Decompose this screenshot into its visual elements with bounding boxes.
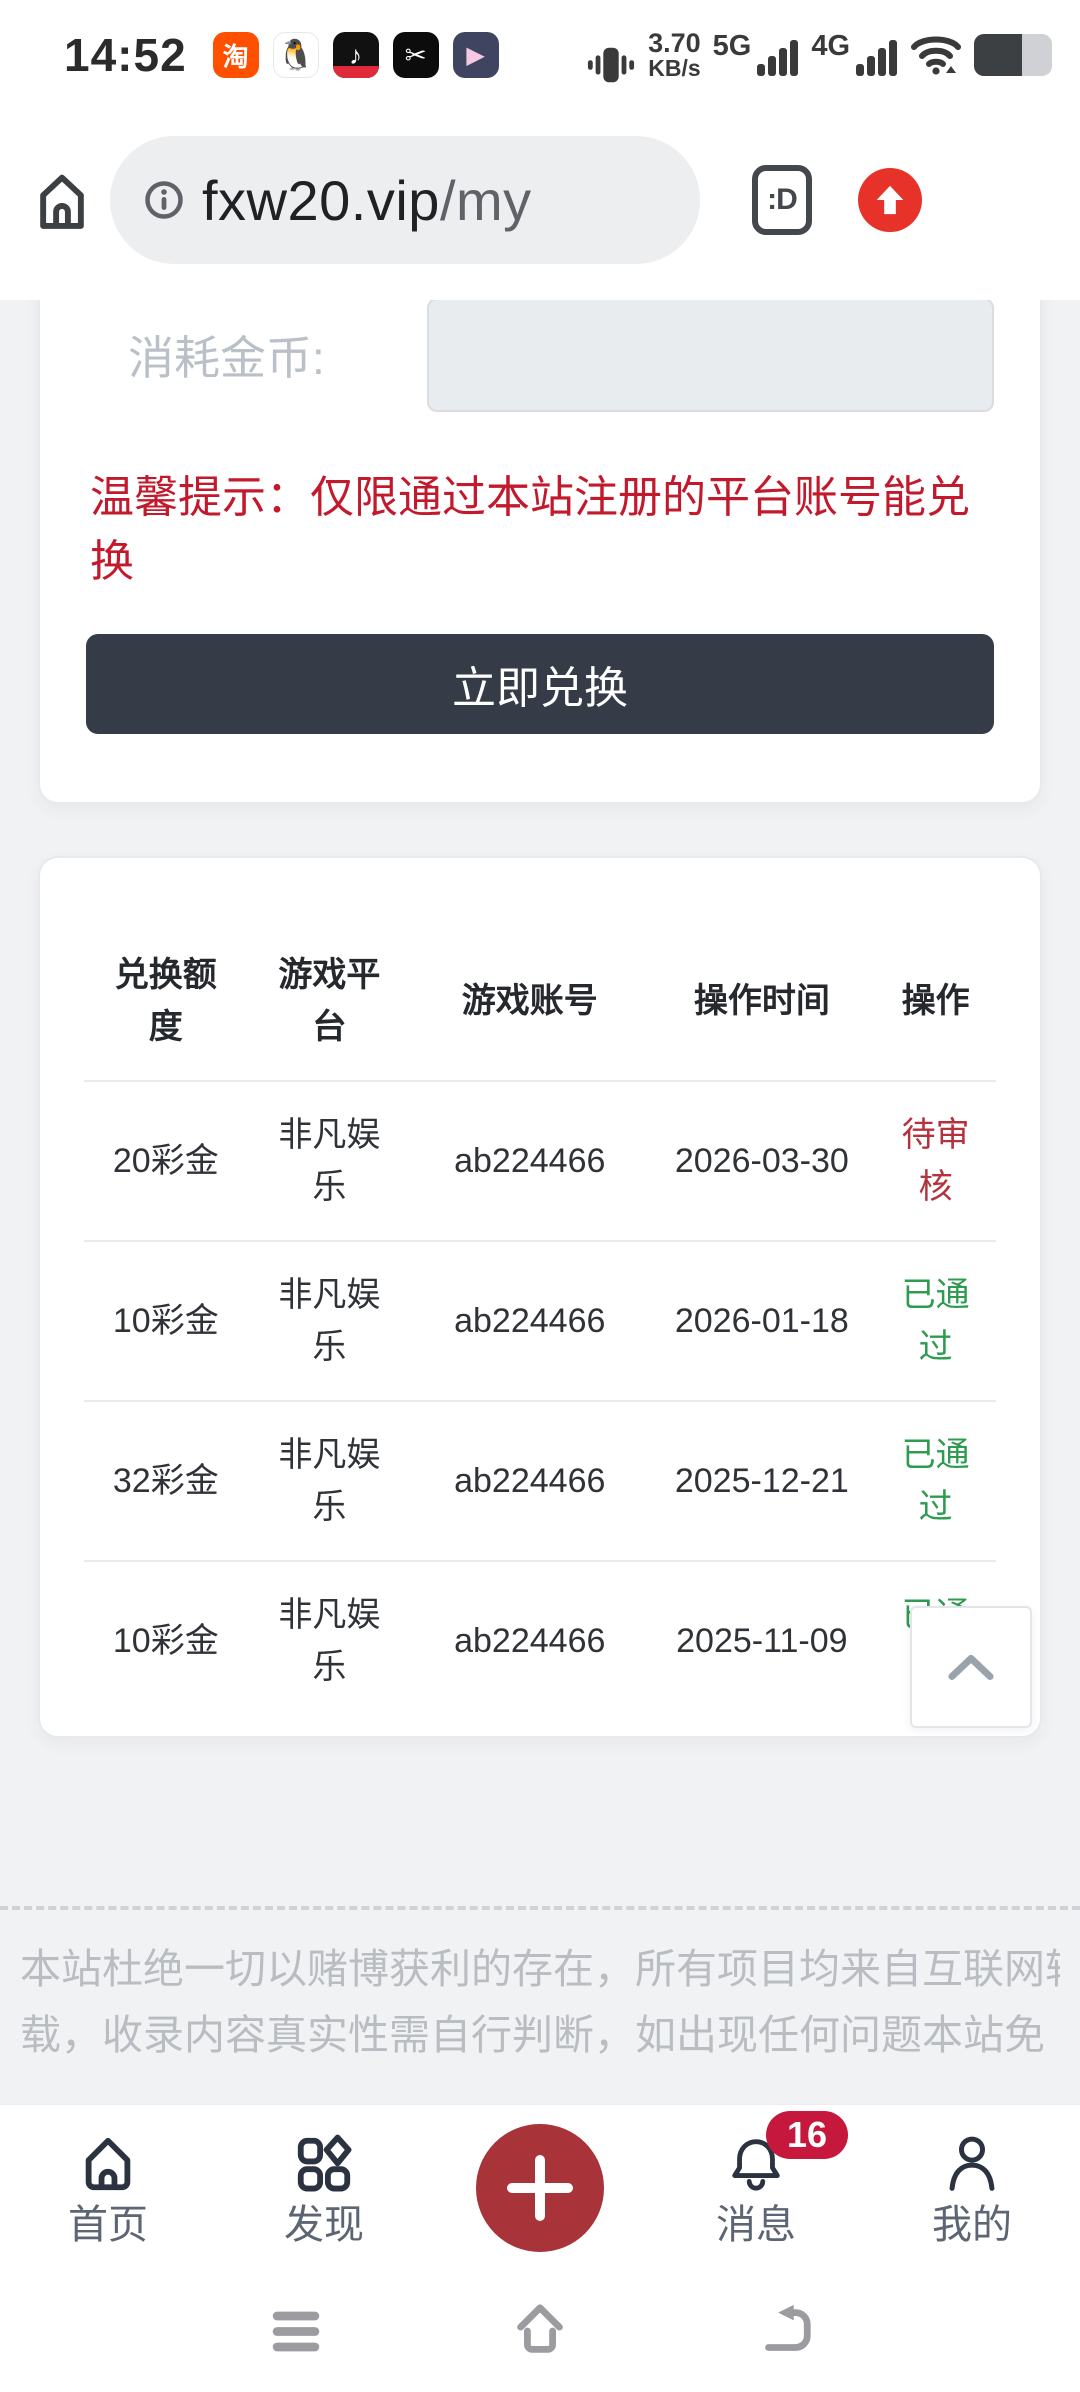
video-app-icon: ▶ <box>452 32 499 78</box>
discover-grid-icon <box>293 2131 355 2195</box>
status-bar: 14:52 淘 🐧 ♪ ✂ ▶ 3.70 KB/s <box>0 0 1080 100</box>
person-icon <box>941 2131 1003 2195</box>
home-icon <box>77 2131 139 2195</box>
qq-app-icon: 🐧 <box>272 32 319 78</box>
status-cell: 已通过 <box>875 1400 996 1561</box>
status-cell: 已通过 <box>875 1240 996 1401</box>
col-header-amount: 兑换额度 <box>84 922 248 1082</box>
col-header-platform: 游戏平台 <box>247 922 412 1082</box>
disclaimer-line: 本站杜绝一切以赌博获利的存在，所有项目均来自互联网转 <box>20 1946 1060 1992</box>
plus-button[interactable] <box>476 2123 604 2252</box>
clock: 14:52 <box>64 29 187 81</box>
platform-cell: 非凡娱乐 <box>247 1400 412 1561</box>
url-bar[interactable]: fxw20.vip/my <box>110 136 700 264</box>
tab-count-badge: :D <box>767 183 798 216</box>
amount-cell: 10彩金 <box>84 1560 248 1720</box>
messages-badge: 16 <box>766 2111 848 2159</box>
col-header-account: 游戏账号 <box>411 922 649 1082</box>
platform-cell: 非凡娱乐 <box>247 1240 412 1401</box>
recent-apps-button[interactable] <box>263 2303 329 2359</box>
android-navigation-bar <box>0 2270 1080 2392</box>
col-header-time: 操作时间 <box>648 922 876 1082</box>
network-speed: 3.70 KB/s <box>648 27 701 82</box>
android-home-icon <box>517 2304 563 2353</box>
bell-icon <box>725 2131 787 2195</box>
browser-home-button[interactable] <box>26 164 98 236</box>
platform-cell: 非凡娱乐 <box>247 1080 412 1241</box>
amount-cell: 32彩金 <box>84 1400 248 1561</box>
menu-icon <box>272 2311 320 2352</box>
exchange-now-button[interactable]: 立即兑换 <box>86 634 994 734</box>
time-cell: 2025-11-09 <box>648 1560 876 1720</box>
page-content: 消耗金币: 温馨提示：仅限通过本站注册的平台账号能兑换 立即兑换 兑换额度 游戏… <box>0 238 1080 2068</box>
chevron-up-icon <box>948 1654 994 1680</box>
page-info-icon[interactable] <box>144 180 184 220</box>
android-home-button[interactable] <box>507 2303 573 2359</box>
account-cell: ab224466 <box>411 1240 649 1401</box>
exchange-records-table: 兑换额度 游戏平台 游戏账号 操作时间 操作 20彩金 非凡娱乐 ab22446… <box>84 922 996 1720</box>
consume-coins-label: 消耗金币: <box>128 332 325 384</box>
back-button[interactable] <box>751 2303 817 2359</box>
scroll-to-top-toolbar-button[interactable] <box>858 168 922 232</box>
table-row: 20彩金 非凡娱乐 ab224466 2026-03-30 待审核 <box>84 1080 996 1241</box>
up-arrow-icon <box>876 185 904 215</box>
home-icon <box>40 174 84 229</box>
taobao-app-icon: 淘 <box>212 32 259 78</box>
browser-toolbar: fxw20.vip/my :D <box>0 100 1080 300</box>
account-cell: ab224466 <box>411 1400 649 1561</box>
wifi-icon <box>910 31 962 80</box>
amount-cell: 10彩金 <box>84 1240 248 1401</box>
time-cell: 2025-12-21 <box>648 1400 876 1561</box>
signal-bars-icon <box>856 40 897 76</box>
amount-cell: 20彩金 <box>84 1080 248 1241</box>
battery-icon <box>974 34 1052 76</box>
table-row: 32彩金 非凡娱乐 ab224466 2025-12-21 已通过 <box>84 1400 996 1561</box>
exchange-warning-text: 温馨提示：仅限通过本站注册的平台账号能兑换 <box>90 473 970 586</box>
tab-switcher-button[interactable]: :D <box>752 165 812 235</box>
nav-item-messages[interactable]: 消息 16 <box>648 2105 864 2270</box>
time-cell: 2026-03-30 <box>648 1080 876 1241</box>
account-cell: ab224466 <box>411 1560 649 1720</box>
table-row: 10彩金 非凡娱乐 ab224466 2025-11-09 已通过 <box>84 1560 996 1720</box>
col-header-action: 操作 <box>875 922 996 1082</box>
bottom-nav: 首页 发现 消息 16 <box>0 2105 1080 2270</box>
douyin-app-icon: ♪ <box>332 32 379 78</box>
nav-item-home[interactable]: 首页 <box>0 2105 216 2270</box>
exchange-form-card: 消耗金币: 温馨提示：仅限通过本站注册的平台账号能兑换 立即兑换 <box>38 238 1042 804</box>
time-cell: 2026-01-18 <box>648 1240 876 1401</box>
table-header-row: 兑换额度 游戏平台 游戏账号 操作时间 操作 <box>84 922 996 1082</box>
status-cell: 待审核 <box>875 1080 996 1241</box>
nav-item-publish[interactable] <box>432 2105 648 2270</box>
account-cell: ab224466 <box>411 1080 649 1241</box>
platform-cell: 非凡娱乐 <box>247 1560 412 1720</box>
sim2-signal: 4G <box>811 32 898 78</box>
signal-bars-icon <box>757 40 799 76</box>
back-to-top-button[interactable] <box>910 1606 1032 1728</box>
exchange-records-card: 兑换额度 游戏平台 游戏账号 操作时间 操作 20彩金 非凡娱乐 ab22446… <box>38 856 1042 1738</box>
site-disclaimer: 本站杜绝一切以赌博获利的存在，所有项目均来自互联网转 载，收录内容真实性需自行判… <box>0 1906 1080 2068</box>
sim1-signal: 5G <box>713 32 800 78</box>
back-arrow-icon <box>765 2304 811 2351</box>
vibrate-icon <box>586 23 636 87</box>
consume-coins-input[interactable] <box>427 298 994 412</box>
capcut-app-icon: ✂ <box>392 32 439 78</box>
nav-item-discover[interactable]: 发现 <box>216 2105 432 2270</box>
table-row: 10彩金 非凡娱乐 ab224466 2026-01-18 已通过 <box>84 1240 996 1401</box>
nav-item-profile[interactable]: 我的 <box>864 2105 1080 2270</box>
url-text: fxw20.vip/my <box>202 168 532 232</box>
disclaimer-line: 载，收录内容真实性需自行判断，如出现任何问题本站免 <box>20 2012 1045 2058</box>
notification-app-icons: 淘 🐧 ♪ ✂ ▶ <box>212 32 499 78</box>
